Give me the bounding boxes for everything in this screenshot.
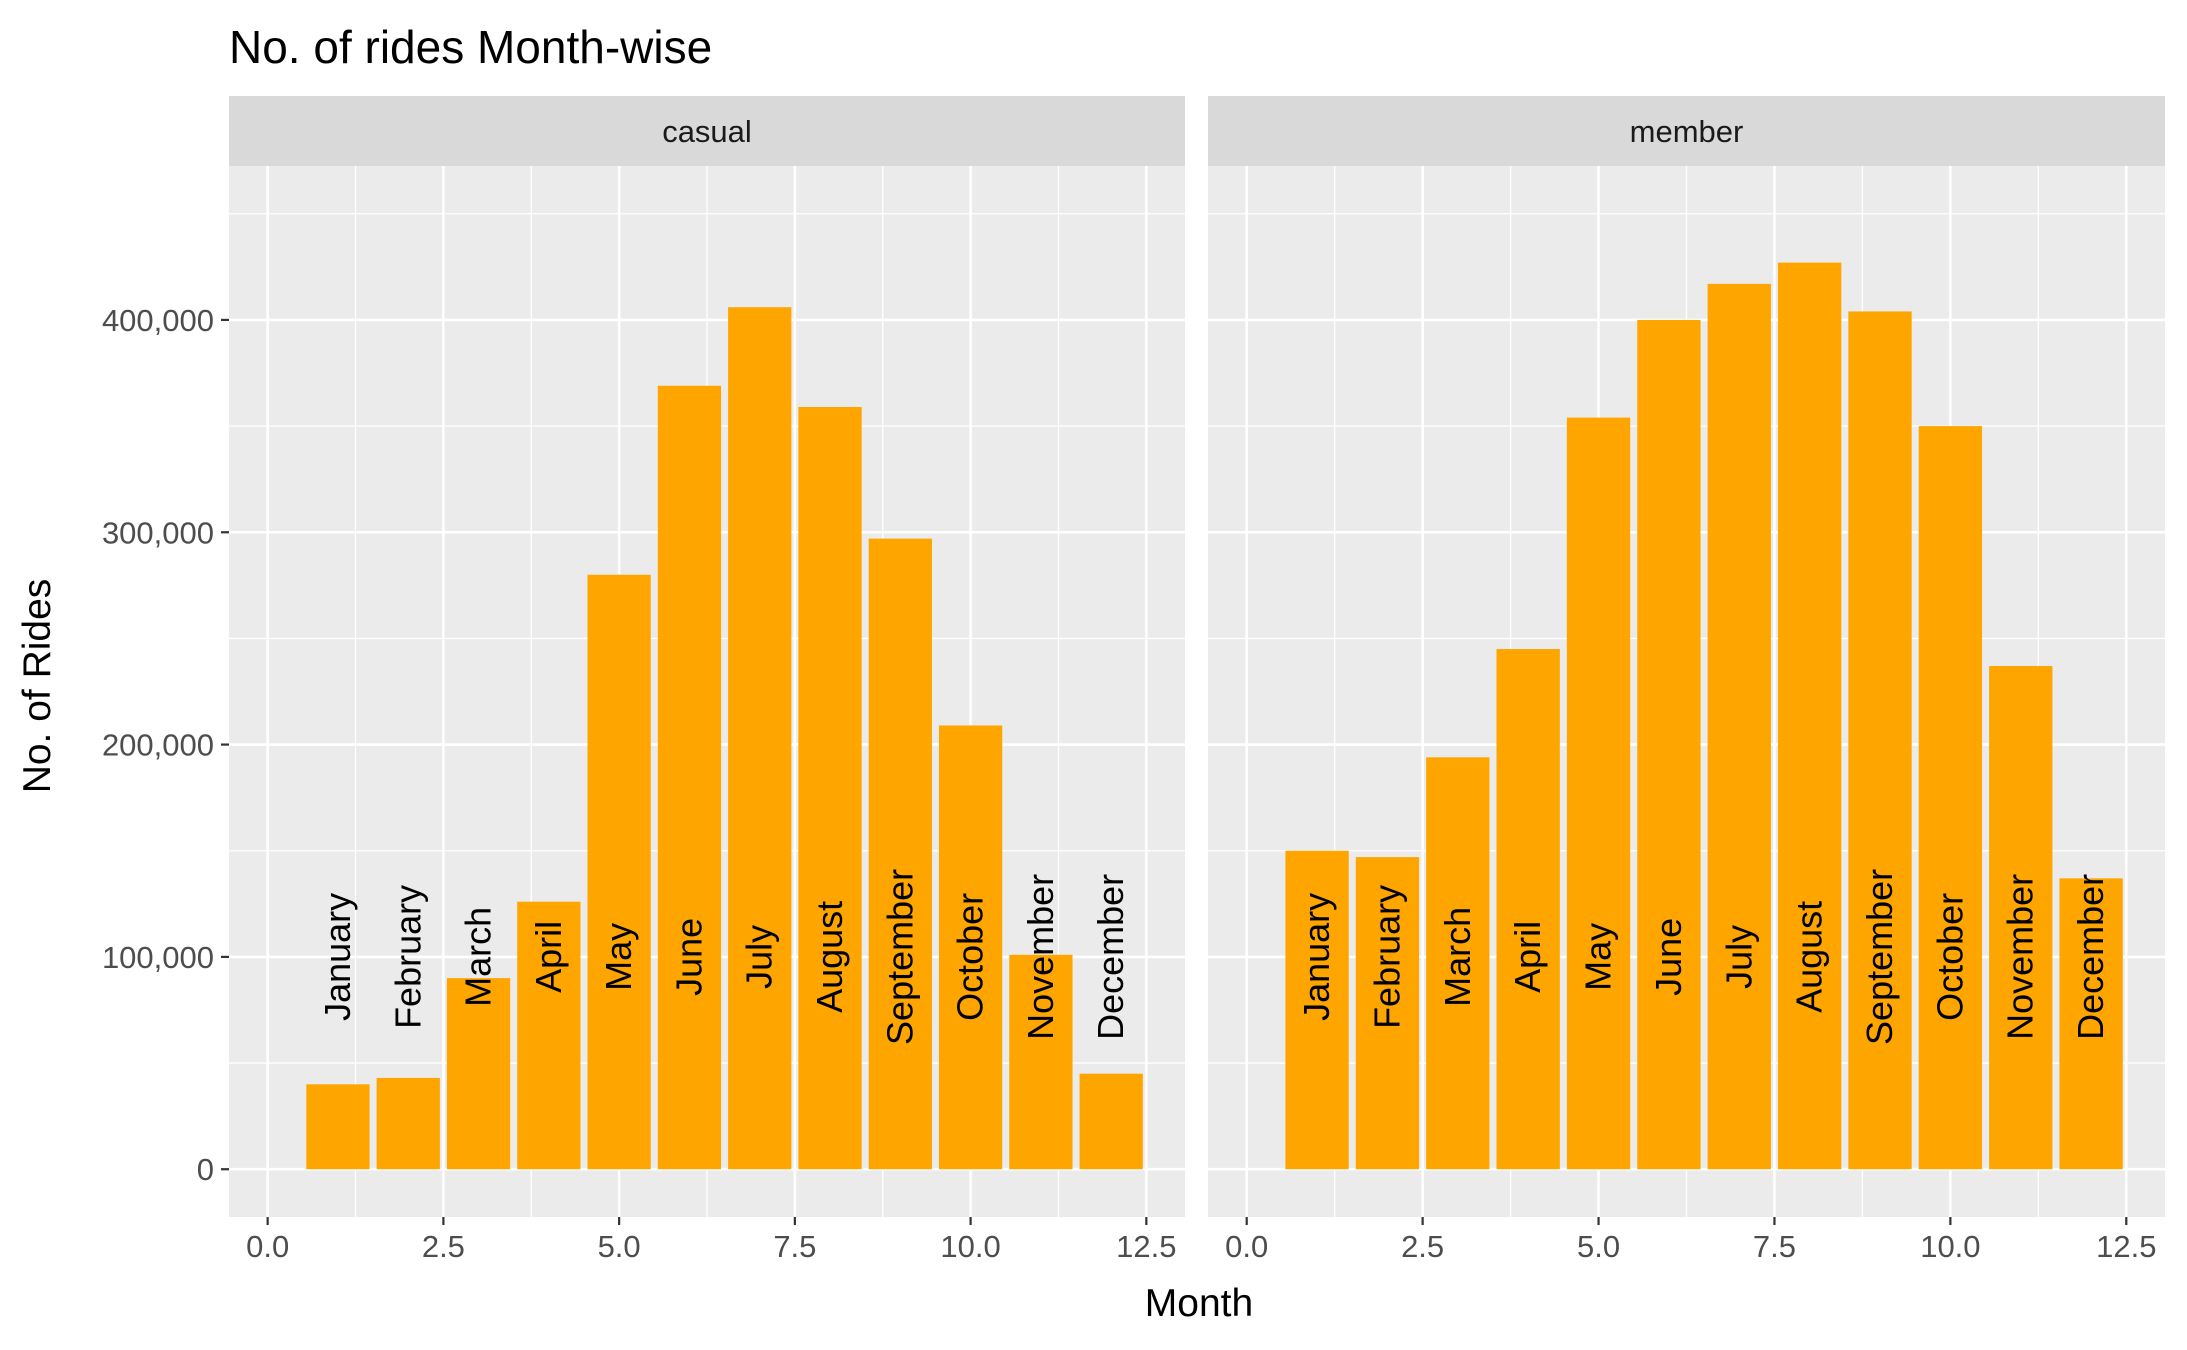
bar-member-october xyxy=(1918,426,1983,1170)
x-tick-label: 5.0 xyxy=(598,1229,641,1264)
facet-panel-casual: January February March April May June July Augu… xyxy=(229,96,1185,1264)
x-tick-label: 10.0 xyxy=(940,1229,1000,1264)
facet-strip-label: member xyxy=(1630,114,1744,149)
bar-label-august: August xyxy=(1789,901,1830,1013)
bar-label-june: June xyxy=(1648,918,1689,996)
x-tick-label: 0.0 xyxy=(246,1229,289,1264)
bar-label-october: October xyxy=(950,893,991,1021)
x-tick-label: 12.5 xyxy=(1116,1229,1176,1264)
bar-label-january: January xyxy=(317,893,358,1021)
bar-casual-january xyxy=(306,1084,370,1170)
bar-member-february xyxy=(1355,857,1420,1170)
bar-casual-march xyxy=(446,978,511,1170)
y-axis-title: No. of Rides xyxy=(16,579,59,794)
x-tick-label: 7.5 xyxy=(773,1229,816,1264)
x-tick-label: 5.0 xyxy=(1577,1229,1620,1264)
bar-casual-october xyxy=(938,725,1003,1170)
x-tick-label: 12.5 xyxy=(2096,1229,2156,1264)
bar-casual-may xyxy=(587,574,651,1170)
bar-labels: January February March April May June July Augu… xyxy=(1296,869,2111,1045)
facet-strip xyxy=(229,96,1185,166)
y-tick-label: 100,000 xyxy=(102,940,214,975)
bar-casual-december xyxy=(1079,1073,1143,1170)
facet-strip xyxy=(1208,96,2165,166)
x-axis-title: Month xyxy=(1145,1282,1253,1325)
bar-label-november: November xyxy=(2000,874,2041,1040)
bar-label-september: September xyxy=(1859,869,1900,1045)
bar-label-may: May xyxy=(1578,923,1619,991)
bar-casual-november xyxy=(1009,954,1073,1170)
bar-member-december xyxy=(2059,878,2123,1170)
y-tick-label: 0 xyxy=(197,1152,214,1187)
bar-label-september: September xyxy=(879,869,920,1045)
bar-label-february: February xyxy=(1366,885,1407,1029)
x-tick-label: 2.5 xyxy=(422,1229,465,1264)
bar-member-may xyxy=(1566,417,1631,1170)
bar-member-september xyxy=(1848,311,1912,1170)
bar-casual-june xyxy=(657,385,722,1170)
plot-area: January February March April May June July Augu… xyxy=(102,96,2165,1264)
bar-label-july: July xyxy=(1718,925,1759,989)
x-tick-label: 0.0 xyxy=(1225,1229,1268,1264)
x-axis: 0.0 2.5 5.0 7.5 10.0 12.5 xyxy=(246,1217,1177,1264)
bar-member-january xyxy=(1285,850,1349,1170)
bar-label-march: March xyxy=(1437,907,1478,1007)
bar-member-june xyxy=(1637,319,1701,1170)
bar-casual-august xyxy=(798,406,862,1170)
bar-member-july xyxy=(1707,283,1771,1170)
bar-label-november: November xyxy=(1020,874,1061,1040)
bar-member-april xyxy=(1496,649,1560,1170)
bar-label-april: April xyxy=(1507,921,1548,993)
bar-member-march xyxy=(1426,757,1490,1170)
bar-casual-july xyxy=(728,307,792,1170)
bar-label-january: January xyxy=(1296,893,1337,1021)
bar-member-august xyxy=(1777,262,1842,1170)
facet-strip-label: casual xyxy=(662,114,752,149)
bar-label-february: February xyxy=(387,885,428,1029)
bar-label-august: August xyxy=(809,901,850,1013)
x-axis: 0.0 2.5 5.0 7.5 10.0 12.5 xyxy=(1225,1217,2156,1264)
bar-label-march: March xyxy=(458,907,499,1007)
chart-title: No. of rides Month-wise xyxy=(229,21,712,73)
x-tick-label: 7.5 xyxy=(1753,1229,1796,1264)
bar-casual-september xyxy=(868,538,932,1170)
bar-label-may: May xyxy=(598,923,639,991)
bar-casual-april xyxy=(517,901,581,1170)
bar-casual-february xyxy=(376,1077,440,1170)
y-axis: 0 100,000 200,000 300,000 400,000 xyxy=(102,303,229,1187)
bar-label-june: June xyxy=(668,918,709,996)
y-tick-label: 400,000 xyxy=(102,303,214,338)
bar-labels: January February March April May June July Augu… xyxy=(317,869,1131,1045)
bar-member-november xyxy=(1989,666,2053,1170)
bar-label-december: December xyxy=(2070,874,2111,1040)
bar-label-july: July xyxy=(739,925,780,989)
bars xyxy=(306,307,1143,1170)
x-tick-label: 2.5 xyxy=(1401,1229,1444,1264)
y-tick-label: 200,000 xyxy=(102,728,214,763)
bar-label-april: April xyxy=(528,921,569,993)
bar-label-october: October xyxy=(1929,893,1970,1021)
x-tick-label: 10.0 xyxy=(1920,1229,1980,1264)
bar-label-december: December xyxy=(1090,874,1131,1040)
facet-panel-member: January February March April May June July Augu… xyxy=(1208,96,2165,1264)
bars xyxy=(1285,262,2123,1170)
y-tick-label: 300,000 xyxy=(102,515,214,550)
